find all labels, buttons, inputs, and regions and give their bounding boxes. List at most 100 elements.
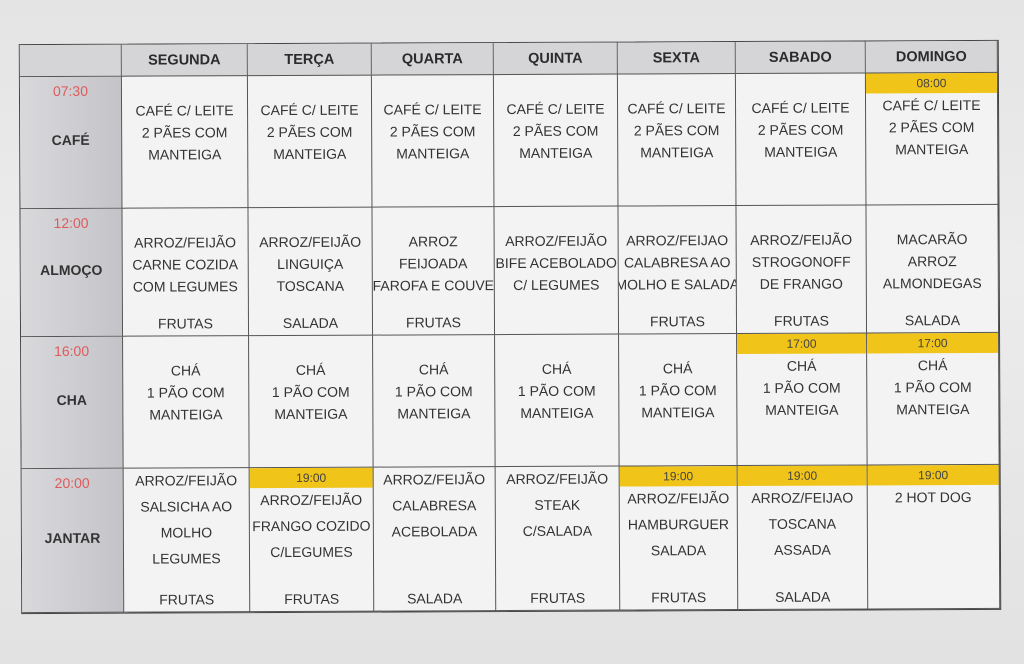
menu-line: 2 PÃES COM: [757, 121, 844, 138]
menu-line: ARROZ: [408, 233, 458, 250]
menu-line: MANTEIGA: [765, 401, 839, 418]
menu-lines: CAFÉ C/ LEITE 2 PÃES COM MANTEIGA: [261, 102, 359, 162]
menu-cell: ARROZ/FEIJÃO CALABRESA ACEBOLADA SALADA: [373, 467, 497, 612]
menu-cell: ARROZ/FEIJÃO SALSICHA AO MOLHO LEGUMES FRUTA…: [123, 468, 251, 613]
menu-cell: 19:00 ARROZ/FEIJÃO FRANGO COZIDO C/LEGUMES F…: [249, 467, 375, 613]
menu-line: CHÁ: [662, 360, 693, 377]
menu-line: CHÁ: [541, 360, 572, 377]
menu-cell: 19:00 ARROZ/FEIJÃO HAMBURGUER SALADA FRUTAS: [619, 466, 739, 611]
menu-footer: FRUTAS: [284, 590, 340, 607]
menu-lines: CAFÉ C/ LEITE 2 PÃES COM MANTEIGA: [136, 102, 234, 162]
menu-line: 1 PÃO COM: [762, 379, 841, 396]
menu-line: CAFÉ C/ LEITE: [506, 100, 605, 118]
day-header: QUINTA: [493, 42, 618, 76]
menu-lines: CHÁ 1 PÃO COM MANTEIGA: [763, 358, 841, 418]
menu-line: CARNE COZIDA: [132, 256, 239, 273]
menu-lines: ARROZ/FEIJÃO SALSICHA AO MOLHO LEGUMES: [135, 472, 237, 566]
menu-lines: CHÁ 1 PÃO COM MANTEIGA: [147, 362, 225, 422]
menu-lines: CHÁ 1 PÃO COM MANTEIGA: [395, 361, 473, 421]
menu-line: CHÁ: [917, 357, 948, 374]
menu-cell: 19:00 2 HOT DOG: [867, 464, 1001, 610]
day-header: TERÇA: [247, 43, 372, 77]
menu-footer: FRUTAS: [530, 589, 586, 606]
menu-lines: CAFÉ C/ LEITE 2 PÃES COM MANTEIGA: [383, 101, 481, 161]
day-header: SEGUNDA: [121, 44, 248, 77]
menu-line: 2 PÃES COM: [141, 124, 228, 141]
menu-line: ARROZ/FEIJÃO: [750, 231, 853, 248]
menu-cell: 19:00 ARROZ/FEIJAO TOSCANA ASSADA SALADA: [737, 465, 869, 611]
menu-line: CAFÉ C/ LEITE: [627, 100, 726, 117]
menu-line: ARROZ/FEIJÃO: [383, 471, 486, 488]
menu-footer: FRUTAS: [157, 315, 214, 332]
menu-line: MANTEIGA: [520, 404, 594, 421]
day-header: DOMINGO: [865, 40, 998, 74]
menu-lines: 2 HOT DOG: [895, 489, 972, 505]
menu-line: MANTEIGA: [273, 145, 347, 163]
menu-line: C/LEGUMES: [270, 543, 353, 561]
menu-footer: FRUTAS: [405, 314, 461, 331]
meal-time: 16:00: [54, 342, 90, 359]
meal-time: 12:00: [53, 214, 89, 231]
menu-line: BIFE ACEBOLADO: [495, 254, 617, 272]
menu-footer: FRUTAS: [159, 591, 215, 608]
menu-footer: SALADA: [282, 314, 339, 331]
menu-line: 1 PÃO COM: [893, 378, 972, 396]
menu-cell: ARROZ/FEIJAO CALABRESA AO MOLHO E SALADA FR…: [618, 206, 738, 335]
menu-lines: ARROZ/FEIJÃO CARNE COZIDA COM LEGUMES: [132, 234, 238, 294]
menu-cell: ARROZ/FEIJÃO BIFE ACEBOLADO C/ LEGUMES: [494, 206, 620, 336]
menu-footer: SALADA: [775, 588, 831, 605]
menu-line: MACARÃO: [896, 231, 968, 248]
menu-line: SALSICHA AO: [140, 498, 233, 515]
menu-line: CHÁ: [170, 362, 201, 379]
time-highlight-badge: 19:00: [249, 467, 373, 489]
menu-cell: CAFÉ C/ LEITE 2 PÃES COM MANTEIGA: [371, 75, 495, 208]
menu-line: CAFÉ C/ LEITE: [135, 102, 234, 119]
menu-line: CAFÉ C/ LEITE: [882, 96, 981, 114]
menu-line: CAFÉ C/ LEITE: [383, 101, 482, 118]
menu-line: C/SALADA: [522, 522, 593, 539]
menu-line: 1 PÃO COM: [271, 383, 350, 401]
menu-line: CHÁ: [295, 361, 326, 378]
menu-line: C/ LEGUMES: [513, 276, 600, 293]
menu-line: 1 PÃO COM: [394, 383, 473, 400]
meal-time: 07:30: [52, 82, 89, 99]
menu-lines: MACARÃO ARROZ ALMONDEGAS: [883, 231, 982, 291]
menu-cell: CAFÉ C/ LEITE 2 PÃES COM MANTEIGA: [735, 73, 867, 207]
menu-cell: 17:00 CHÁ 1 PÃO COM MANTEIGA: [867, 332, 1000, 466]
meal-schedule-table: SEGUNDA TERÇA QUARTA QUINTA SEXTA SABADO DOMIN…: [18, 39, 1002, 615]
menu-lines: ARROZ/FEIJÃO BIFE ACEBOLADO C/ LEGUMES: [495, 233, 617, 294]
meal-time: 20:00: [54, 474, 90, 491]
menu-line: LEGUMES: [152, 550, 221, 567]
menu-footer: FRUTAS: [651, 589, 707, 606]
menu-line: MANTEIGA: [764, 143, 838, 160]
menu-line: MANTEIGA: [640, 144, 714, 161]
menu-lines: ARROZ/FEIJAO TOSCANA ASSADA: [751, 490, 853, 558]
menu-cell: ARROZ/FEIJÃO LINGUIÇA TOSCANA SALADA: [248, 207, 374, 337]
menu-line: ARROZ/FEIJÃO: [260, 491, 363, 509]
menu-line: ARROZ/FEIJÃO: [627, 490, 730, 507]
menu-line: MANTEIGA: [274, 405, 348, 423]
menu-line: ARROZ/FEIJÃO: [259, 233, 362, 251]
menu-cell: ARROZ/FEIJÃO STEAK C/SALADA FRUTAS: [495, 466, 621, 612]
menu-line: 2 PÃES COM: [633, 122, 720, 139]
menu-cell: MACARÃO ARROZ ALMONDEGAS SALADA: [866, 204, 1000, 334]
menu-line: MANTEIGA: [397, 405, 471, 422]
meal-name: CAFÉ: [51, 131, 90, 148]
menu-cell: CHÁ 1 PÃO COM MANTEIGA: [123, 336, 250, 469]
menu-lines: CAFÉ C/ LEITE 2 PÃES COM MANTEIGA: [506, 101, 604, 161]
meal-name: CHA: [56, 391, 88, 408]
menu-line: ARROZ/FEIJAO: [751, 489, 854, 506]
menu-lines: CHÁ 1 PÃO COM MANTEIGA: [272, 362, 350, 422]
menu-lines: CHÁ 1 PÃO COM MANTEIGA: [894, 357, 972, 417]
menu-line: MANTEIGA: [519, 144, 593, 161]
menu-lines: CAFÉ C/ LEITE 2 PÃES COM MANTEIGA: [882, 97, 980, 157]
menu-line: ARROZ/FEIJAO: [626, 232, 729, 249]
menu-line: DE FRANGO: [759, 275, 843, 292]
corner-cell: [19, 44, 122, 78]
menu-line: ACEBOLADA: [391, 523, 478, 540]
menu-line: CALABRESA: [392, 497, 477, 514]
menu-line: CHÁ: [418, 361, 449, 378]
menu-cell: ARROZ/FEIJÃO STROGONOFF DE FRANGO FRUTAS: [736, 205, 868, 335]
menu-cell: CAFÉ C/ LEITE 2 PÃES COM MANTEIGA: [121, 76, 249, 209]
menu-line: FEIJOADA: [398, 255, 468, 272]
